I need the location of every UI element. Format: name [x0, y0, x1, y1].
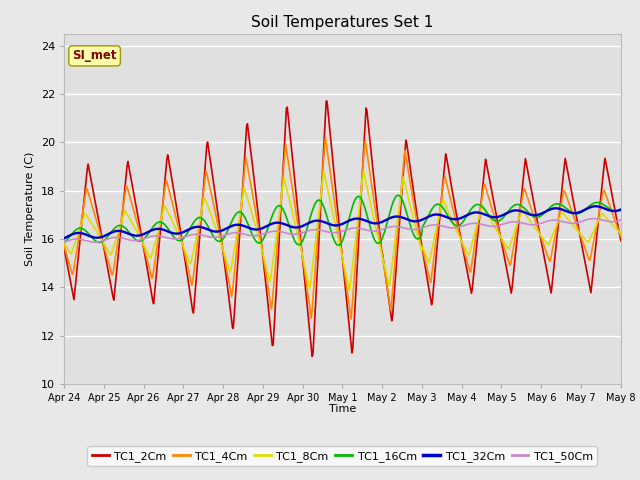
Legend: TC1_2Cm, TC1_4Cm, TC1_8Cm, TC1_16Cm, TC1_32Cm, TC1_50Cm: TC1_2Cm, TC1_4Cm, TC1_8Cm, TC1_16Cm, TC1… — [88, 446, 597, 466]
Y-axis label: Soil Temperature (C): Soil Temperature (C) — [25, 152, 35, 266]
Title: Soil Temperatures Set 1: Soil Temperatures Set 1 — [252, 15, 433, 30]
X-axis label: Time: Time — [329, 405, 356, 414]
Text: SI_met: SI_met — [72, 49, 117, 62]
